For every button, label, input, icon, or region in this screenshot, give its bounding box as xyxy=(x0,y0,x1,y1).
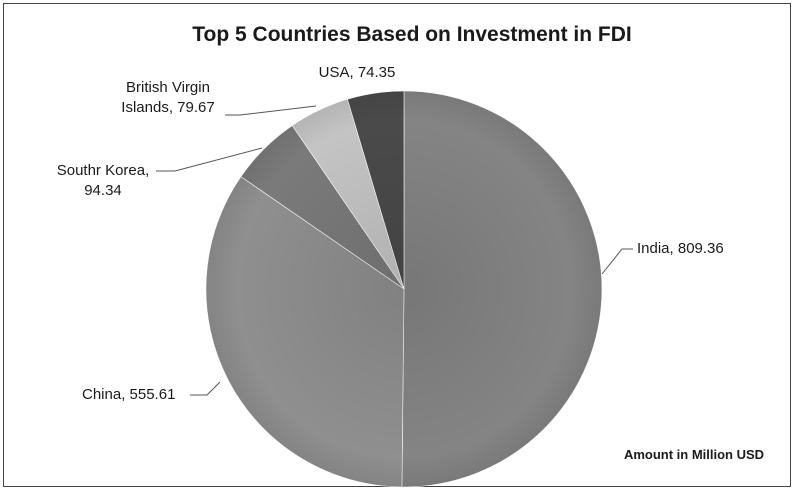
data-label: British Virgin Islands, 79.67 xyxy=(121,79,214,116)
slice-labels: India, 809.36 China, 555.61 Southr Korea, 9… xyxy=(57,64,724,403)
pie-chart: Top 5 Countries Based on Investment in F… xyxy=(57,23,764,488)
leader-line xyxy=(190,381,221,396)
data-label: USA, 74.35 xyxy=(319,64,396,81)
data-label: China, 555.61 xyxy=(82,386,175,403)
pie-slices xyxy=(205,90,603,488)
chart-frame: Top 5 Countries Based on Investment in F… xyxy=(3,3,791,488)
chart-title: Top 5 Countries Based on Investment in F… xyxy=(192,23,632,46)
data-label: India, 809.36 xyxy=(637,240,724,257)
chart-subtitle: Amount in Million USD xyxy=(624,447,764,462)
leader-line xyxy=(225,105,317,116)
leader-line xyxy=(601,248,633,275)
data-label: Southr Korea, 94.34 xyxy=(57,162,150,199)
pie-slice-india xyxy=(401,90,603,488)
leader-line xyxy=(156,147,263,172)
